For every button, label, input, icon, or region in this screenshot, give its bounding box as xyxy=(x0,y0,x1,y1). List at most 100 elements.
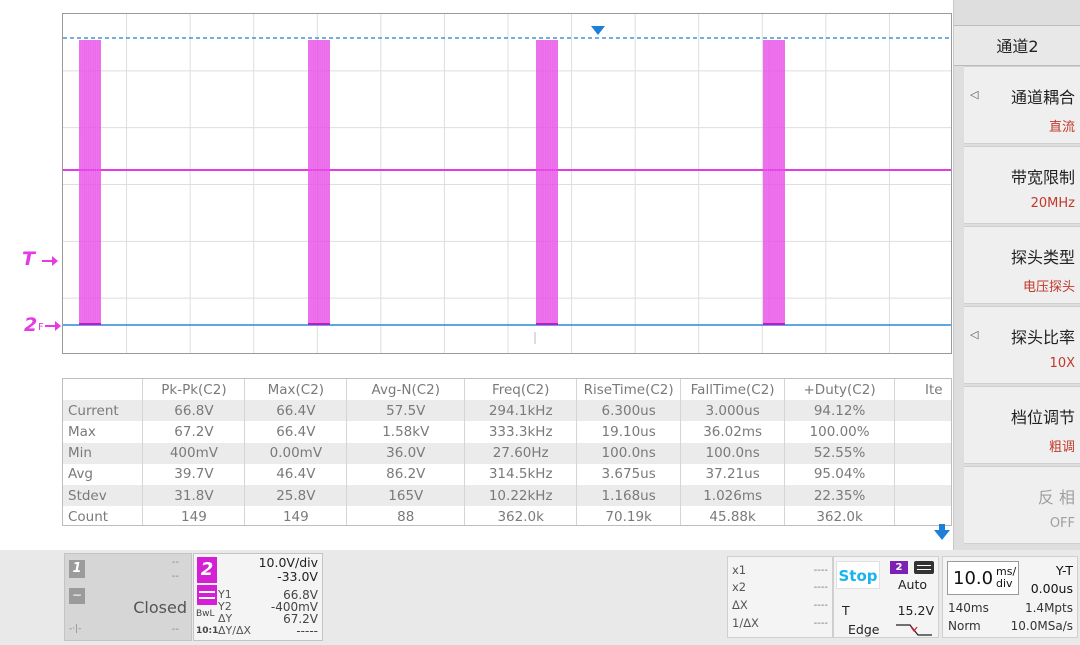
menu-item-probe-ratio[interactable]: ◁ 探头比率 10X xyxy=(964,306,1080,384)
ch1-state-label: Closed xyxy=(133,598,187,617)
menu-item-scale-adjust[interactable]: 档位调节 粗调 xyxy=(964,386,1080,464)
column-header: +Duty(C2) xyxy=(784,379,896,401)
menu-item-invert[interactable]: 反 相 OFF xyxy=(964,466,1080,544)
cursor-value: ---- xyxy=(813,600,828,611)
timebase-value: 10.0 xyxy=(953,568,994,589)
table-cell: 25.8V xyxy=(244,484,348,507)
menu-item-label: 探头比率 xyxy=(1010,328,1075,347)
table-cell: 400mV xyxy=(142,442,246,464)
cursor-value: ---- xyxy=(813,618,828,629)
menu-item-probe-type[interactable]: 探头类型 电压探头 xyxy=(964,226,1080,304)
timebase-panel[interactable]: 10.0 ms/ div Y-T 0.00us 140ms 1.4Mpts No… xyxy=(942,556,1078,638)
ch1-panel[interactable]: 1 − -- -- Closed -- -·|- xyxy=(64,553,192,641)
ch2-bandwidth-badge: BwL xyxy=(196,609,215,619)
trigger-type: Edge xyxy=(848,622,880,637)
table-cell: 52.55% xyxy=(784,442,896,464)
ch1-extra-readout: -- xyxy=(171,624,179,635)
table-cell: 94.12% xyxy=(784,400,896,422)
table-cell: 6.300us xyxy=(576,400,682,422)
trigger-position-marker[interactable] xyxy=(591,26,605,35)
menu-item-label: 通道耦合 xyxy=(1010,88,1075,107)
status-bar: 1 − -- -- Closed -- -·|- 2 10.0V/div -33… xyxy=(0,550,1080,645)
menu-arrow-icon: ◁ xyxy=(970,88,979,101)
cursor-value: ---- xyxy=(813,565,828,576)
table-cell: 314.5kHz xyxy=(464,463,578,485)
ch2-burst xyxy=(308,40,330,324)
trigger-level-arrow-icon xyxy=(42,256,58,266)
ch2-cursor-value: -400mV xyxy=(270,600,318,614)
table-cell xyxy=(894,421,951,443)
table-cell: 362.0k xyxy=(784,506,896,525)
cursor-label: x1 xyxy=(732,563,747,577)
cursor-panel[interactable]: x1 x2 ΔX 1/ΔX ---- ---- ---- ---- xyxy=(727,556,833,638)
scroll-down-icon[interactable] xyxy=(934,524,950,540)
table-cell: 100.0ns xyxy=(680,442,786,464)
table-cell: 66.4V xyxy=(244,421,348,443)
ch2-burst xyxy=(763,40,785,324)
ch1-offset-readout: -- xyxy=(171,571,179,582)
ch2-number-badge: 2 xyxy=(197,557,217,583)
menu-item-value: 粗调 xyxy=(1048,440,1075,455)
trigger-panel[interactable]: Stop 2 Auto T 15.2V Edge xyxy=(833,556,939,638)
channel-menu: 通道2 ◁ 通道耦合 直流 带宽限制 20MHz 探头类型 电压探头 ◁ 探头比… xyxy=(953,0,1080,550)
timebase-knob-readout[interactable]: 10.0 ms/ div xyxy=(947,561,1019,595)
trigger-level-value: 15.2V xyxy=(897,603,934,618)
trigger-menu-icon xyxy=(914,561,934,574)
ch1-scale-readout: -- xyxy=(171,557,179,568)
run-stop-button[interactable]: Stop xyxy=(836,561,880,589)
timebase-unit-bottom: div xyxy=(996,577,1013,590)
menu-item-label: 反 相 xyxy=(1037,488,1075,507)
menu-title: 通道2 xyxy=(954,25,1080,66)
menu-item-coupling[interactable]: ◁ 通道耦合 直流 xyxy=(964,66,1080,144)
ch2-coupling-icon xyxy=(197,585,217,605)
table-cell: 70.19k xyxy=(576,506,682,525)
ch2-ground-marker-sub: F xyxy=(38,322,44,333)
column-header: Pk-Pk(C2) xyxy=(142,379,246,401)
table-cell: 294.1kHz xyxy=(464,400,578,422)
measurement-table[interactable]: Pk-Pk(C2) Max(C2) Avg-N(C2) Freq(C2) Ris… xyxy=(62,378,952,526)
ch2-cursor-value: ----- xyxy=(296,624,318,638)
trigger-source-badge: 2 xyxy=(890,561,908,574)
menu-item-label: 档位调节 xyxy=(1010,408,1075,427)
table-cell: 22.35% xyxy=(784,484,896,507)
ch2-burst xyxy=(79,40,101,324)
menu-item-bandwidth[interactable]: 带宽限制 20MHz xyxy=(964,146,1080,224)
menu-item-label: 带宽限制 xyxy=(1010,168,1075,187)
cursor-label: ΔX xyxy=(732,598,748,612)
falling-edge-icon xyxy=(896,624,932,636)
column-header xyxy=(63,379,144,401)
table-cell: 100.00% xyxy=(784,421,896,443)
menu-item-value: 直流 xyxy=(1048,120,1075,135)
menu-item-value: OFF xyxy=(1049,516,1075,531)
trigger-level-marker[interactable]: T xyxy=(22,248,35,270)
column-header: FallTime(C2) xyxy=(680,379,786,401)
row-label: Count xyxy=(63,506,144,525)
table-header-row: Pk-Pk(C2) Max(C2) Avg-N(C2) Freq(C2) Ris… xyxy=(63,379,951,401)
waveform-display[interactable] xyxy=(62,13,952,354)
table-cell: 3.675us xyxy=(576,463,682,485)
row-label: Stdev xyxy=(63,484,144,507)
table-cell: 19.10us xyxy=(576,421,682,443)
table-cell xyxy=(894,442,951,464)
table-cell: 66.4V xyxy=(244,400,348,422)
table-cell xyxy=(894,400,951,422)
table-cell: 88 xyxy=(346,506,466,525)
menu-item-value: 电压探头 xyxy=(1022,280,1075,295)
table-cell: 3.000us xyxy=(680,400,786,422)
row-label: Avg xyxy=(63,463,144,485)
ch2-cursor-value: 67.2V xyxy=(283,612,318,626)
ch2-panel[interactable]: 2 10.0V/div -33.0V BwL 10:1 Y1 Y2 ΔY ΔY/… xyxy=(193,553,323,641)
timebase-delay: 0.00us xyxy=(1030,581,1073,596)
table-row: Stdev 31.8V 25.8V 165V 10.22kHz 1.168us … xyxy=(63,484,951,507)
table-cell xyxy=(894,484,951,507)
ch1-math-badge: − xyxy=(69,588,85,604)
ch2-burst xyxy=(536,40,558,324)
acquisition-mode: Norm xyxy=(948,619,981,633)
cursor-label: 1/ΔX xyxy=(732,616,759,630)
row-label: Current xyxy=(63,400,144,422)
table-cell: 31.8V xyxy=(142,484,246,507)
timebase-window: 140ms xyxy=(948,601,989,615)
table-cell: 1.168us xyxy=(576,484,682,507)
ch2-ground-marker[interactable]: 2 xyxy=(24,314,38,336)
cursor-value: ---- xyxy=(813,582,828,593)
